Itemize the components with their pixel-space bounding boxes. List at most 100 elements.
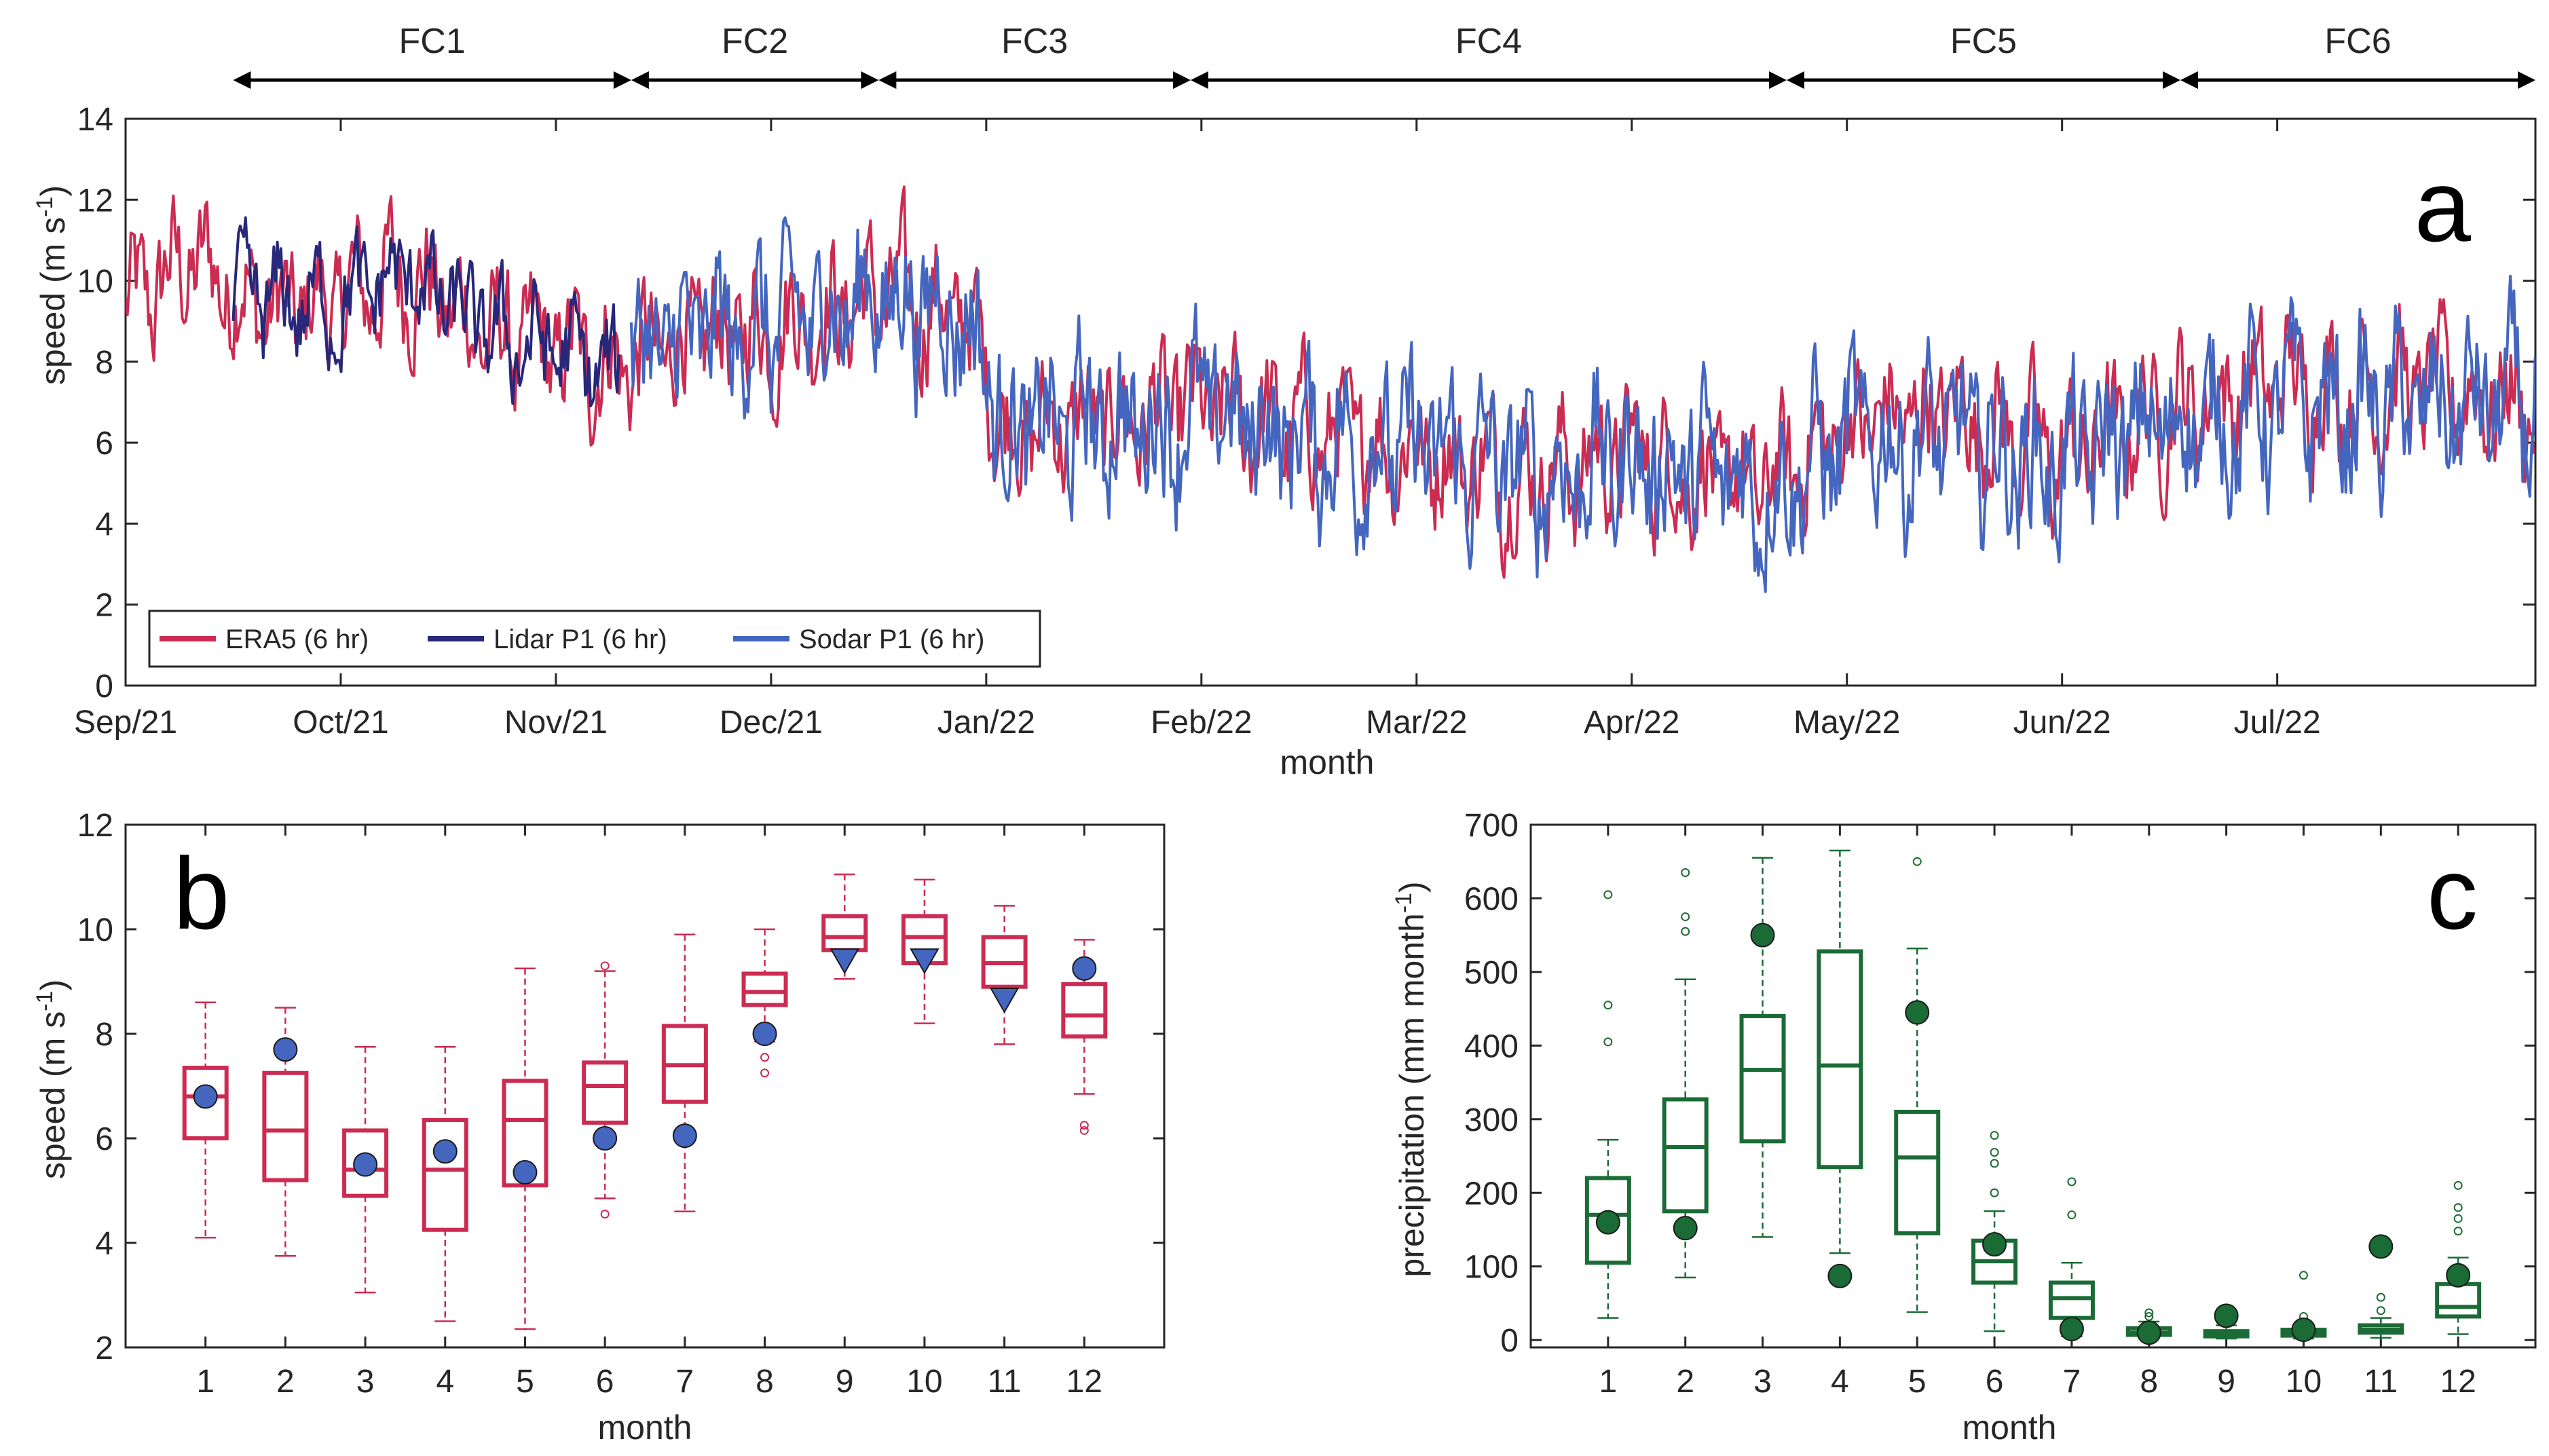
panel-c-x-tick-label: 7 <box>2063 1364 2081 1400</box>
panel-c-outlier <box>1681 912 1690 922</box>
panel-c-outlier <box>2299 1271 2308 1280</box>
panel-b-observed-triangle <box>830 948 859 975</box>
panel-c-x-tick-label: 9 <box>2217 1364 2235 1400</box>
panel-a-x-tick-label: May/22 <box>1793 705 1900 741</box>
panel-c-observed-circle <box>2136 1320 2161 1345</box>
panel-c-box <box>1817 949 1863 1170</box>
panel-c-outlier <box>1990 1148 1999 1157</box>
panel-c-y-axis-label: precipitation (mm month-1) <box>1391 881 1431 1277</box>
panel-a-y-tick-label: 10 <box>77 264 113 300</box>
panel-c-y-tick-label: 200 <box>1464 1176 1519 1212</box>
series-line-lidar <box>231 216 620 408</box>
panel-a-y-tick-label: 4 <box>95 506 113 542</box>
panel-b-y-label-tail: ) <box>34 979 72 991</box>
panel-a-y-label-main: speed (m s <box>34 217 72 385</box>
panel-c-observed-circle <box>1982 1232 2007 1257</box>
panel-b-x-tick-label: 5 <box>516 1364 534 1400</box>
fc-arrow-head-right <box>861 71 879 89</box>
panel-c-observed-circle <box>2291 1317 2316 1342</box>
panel-b-y-tick-label: 4 <box>95 1226 113 1262</box>
panel-b-observed-circle <box>593 1126 618 1151</box>
panel-b-observed-circle <box>273 1037 298 1062</box>
fc-label: FC2 <box>722 22 788 61</box>
panel-c-x-tick-label: 4 <box>1831 1364 1849 1400</box>
panel-b-x-tick-label: 12 <box>1066 1364 1102 1400</box>
panel-b-box <box>342 1128 389 1198</box>
fc-arrow-head-right <box>1768 71 1787 89</box>
panel-a-x-tick-label: Nov/21 <box>504 705 608 741</box>
fc-arrow-head-right <box>2518 71 2535 89</box>
panel-c-outlier <box>1603 1037 1613 1047</box>
panel-c-x-tick-label: 10 <box>2286 1364 2322 1400</box>
panel-b-observed-circle <box>1072 956 1097 981</box>
panel-a-y-label-tail: ) <box>34 185 72 197</box>
panel-b-x-tick-label: 2 <box>276 1364 295 1400</box>
panel-c-x-axis-label: month <box>1962 1408 2057 1446</box>
panel-c-x-tick-label: 8 <box>2140 1364 2158 1400</box>
panel-a-x-tick-label: Feb/22 <box>1151 705 1252 741</box>
panel-b-y-label-sup: -1 <box>32 991 58 1011</box>
panel-c-outlier <box>1681 927 1690 936</box>
panel-c-outlier <box>2453 1227 2463 1236</box>
panel-c-y-tick-label: 600 <box>1464 881 1519 917</box>
panel-a-y-tick-label: 12 <box>77 183 113 219</box>
panel-c-y-tick-label: 100 <box>1464 1250 1519 1286</box>
panel-b-x-axis-label: month <box>598 1408 692 1446</box>
panel-a-x-tick-label: Mar/22 <box>1366 705 1467 741</box>
panel-b-x-tick-label: 3 <box>356 1364 375 1400</box>
panel-b-observed-circle <box>193 1084 218 1109</box>
panel-b-x-tick-label: 1 <box>196 1364 215 1400</box>
panel-b-box <box>422 1118 468 1232</box>
panel-b-box <box>741 971 788 1007</box>
panel-c-observed-circle <box>2214 1303 2239 1328</box>
panel-a-y-tick-label: 6 <box>95 426 113 462</box>
panel-a-y-tick-label: 14 <box>77 102 113 138</box>
panel-a-x-tick-label: Sep/21 <box>74 705 177 741</box>
panel-c-y-label-main: precipitation (mm month <box>1393 913 1431 1277</box>
panel-b-observed-circle <box>513 1160 538 1185</box>
panel-b-observed-circle <box>672 1123 697 1149</box>
panel-label-a: a <box>2415 149 2472 263</box>
panel-c-observed-circle <box>2446 1263 2471 1288</box>
fc-label: FC6 <box>2324 22 2391 61</box>
panel-b-observed-triangle <box>910 948 939 975</box>
panel-b-outlier <box>760 1068 770 1078</box>
panel-c-outlier <box>2376 1292 2385 1302</box>
fc-arrow-head-right <box>2163 71 2181 89</box>
panel-label-c: c <box>2427 836 2478 950</box>
panel-a-x-tick-label: Dec/21 <box>720 705 823 741</box>
panel-label-b: b <box>173 836 229 950</box>
panel-c-outlier <box>1990 1188 1999 1197</box>
panel-c-observed-circle <box>1673 1216 1698 1241</box>
panel-c-x-tick-label: 11 <box>2364 1364 2398 1400</box>
panel-a-x-axis-label: month <box>1280 743 1375 781</box>
panel-c-axes-box <box>1529 823 2537 1349</box>
panel-b-box <box>1061 982 1108 1039</box>
panel-c-outlier <box>1603 1001 1613 1010</box>
panel-a-x-tick-label: Jun/22 <box>2013 705 2111 741</box>
panel-a-x-tick-label: Jul/22 <box>2234 705 2321 741</box>
panel-c-outlier <box>2453 1203 2463 1212</box>
panel-b-y-tick-label: 8 <box>95 1017 113 1053</box>
panel-c-box <box>1584 1176 1631 1265</box>
panel-b-y-tick-label: 12 <box>77 808 113 844</box>
panel-b-outlier <box>1079 1121 1089 1130</box>
panel-a-y-tick-label: 0 <box>95 669 113 705</box>
panel-a-axes: 0 2 4 6 8 10 12 14 Sep/21 Oct/21 Nov/21 Dec/21 Jan/2… <box>74 102 2537 741</box>
legend-label-lidar: Lidar P1 (6 hr) <box>494 624 667 654</box>
panel-c-outlier <box>2453 1180 2463 1190</box>
panel-a-time-series: FC1 FC2 FC3 FC4 FC5 FC6 0 2 4 6 8 10 12 14 Sep/21 Oct/… <box>32 22 2537 781</box>
fc-arrow-head-right <box>1172 71 1191 89</box>
series-line-sodar <box>629 216 2535 593</box>
panel-c-box <box>1894 1109 1941 1235</box>
panel-a-legend: ERA5 (6 hr) Lidar P1 (6 hr) Sodar P1 (6 … <box>148 610 1041 668</box>
panel-c-x-tick-label: 12 <box>2440 1364 2476 1400</box>
panel-a-y-label-sup: -1 <box>32 197 58 217</box>
panel-b-outlier <box>600 1210 610 1219</box>
legend-label-era5: ERA5 (6 hr) <box>225 624 369 654</box>
panel-c-y-tick-label: 400 <box>1464 1028 1519 1064</box>
panel-b-box <box>821 914 868 952</box>
